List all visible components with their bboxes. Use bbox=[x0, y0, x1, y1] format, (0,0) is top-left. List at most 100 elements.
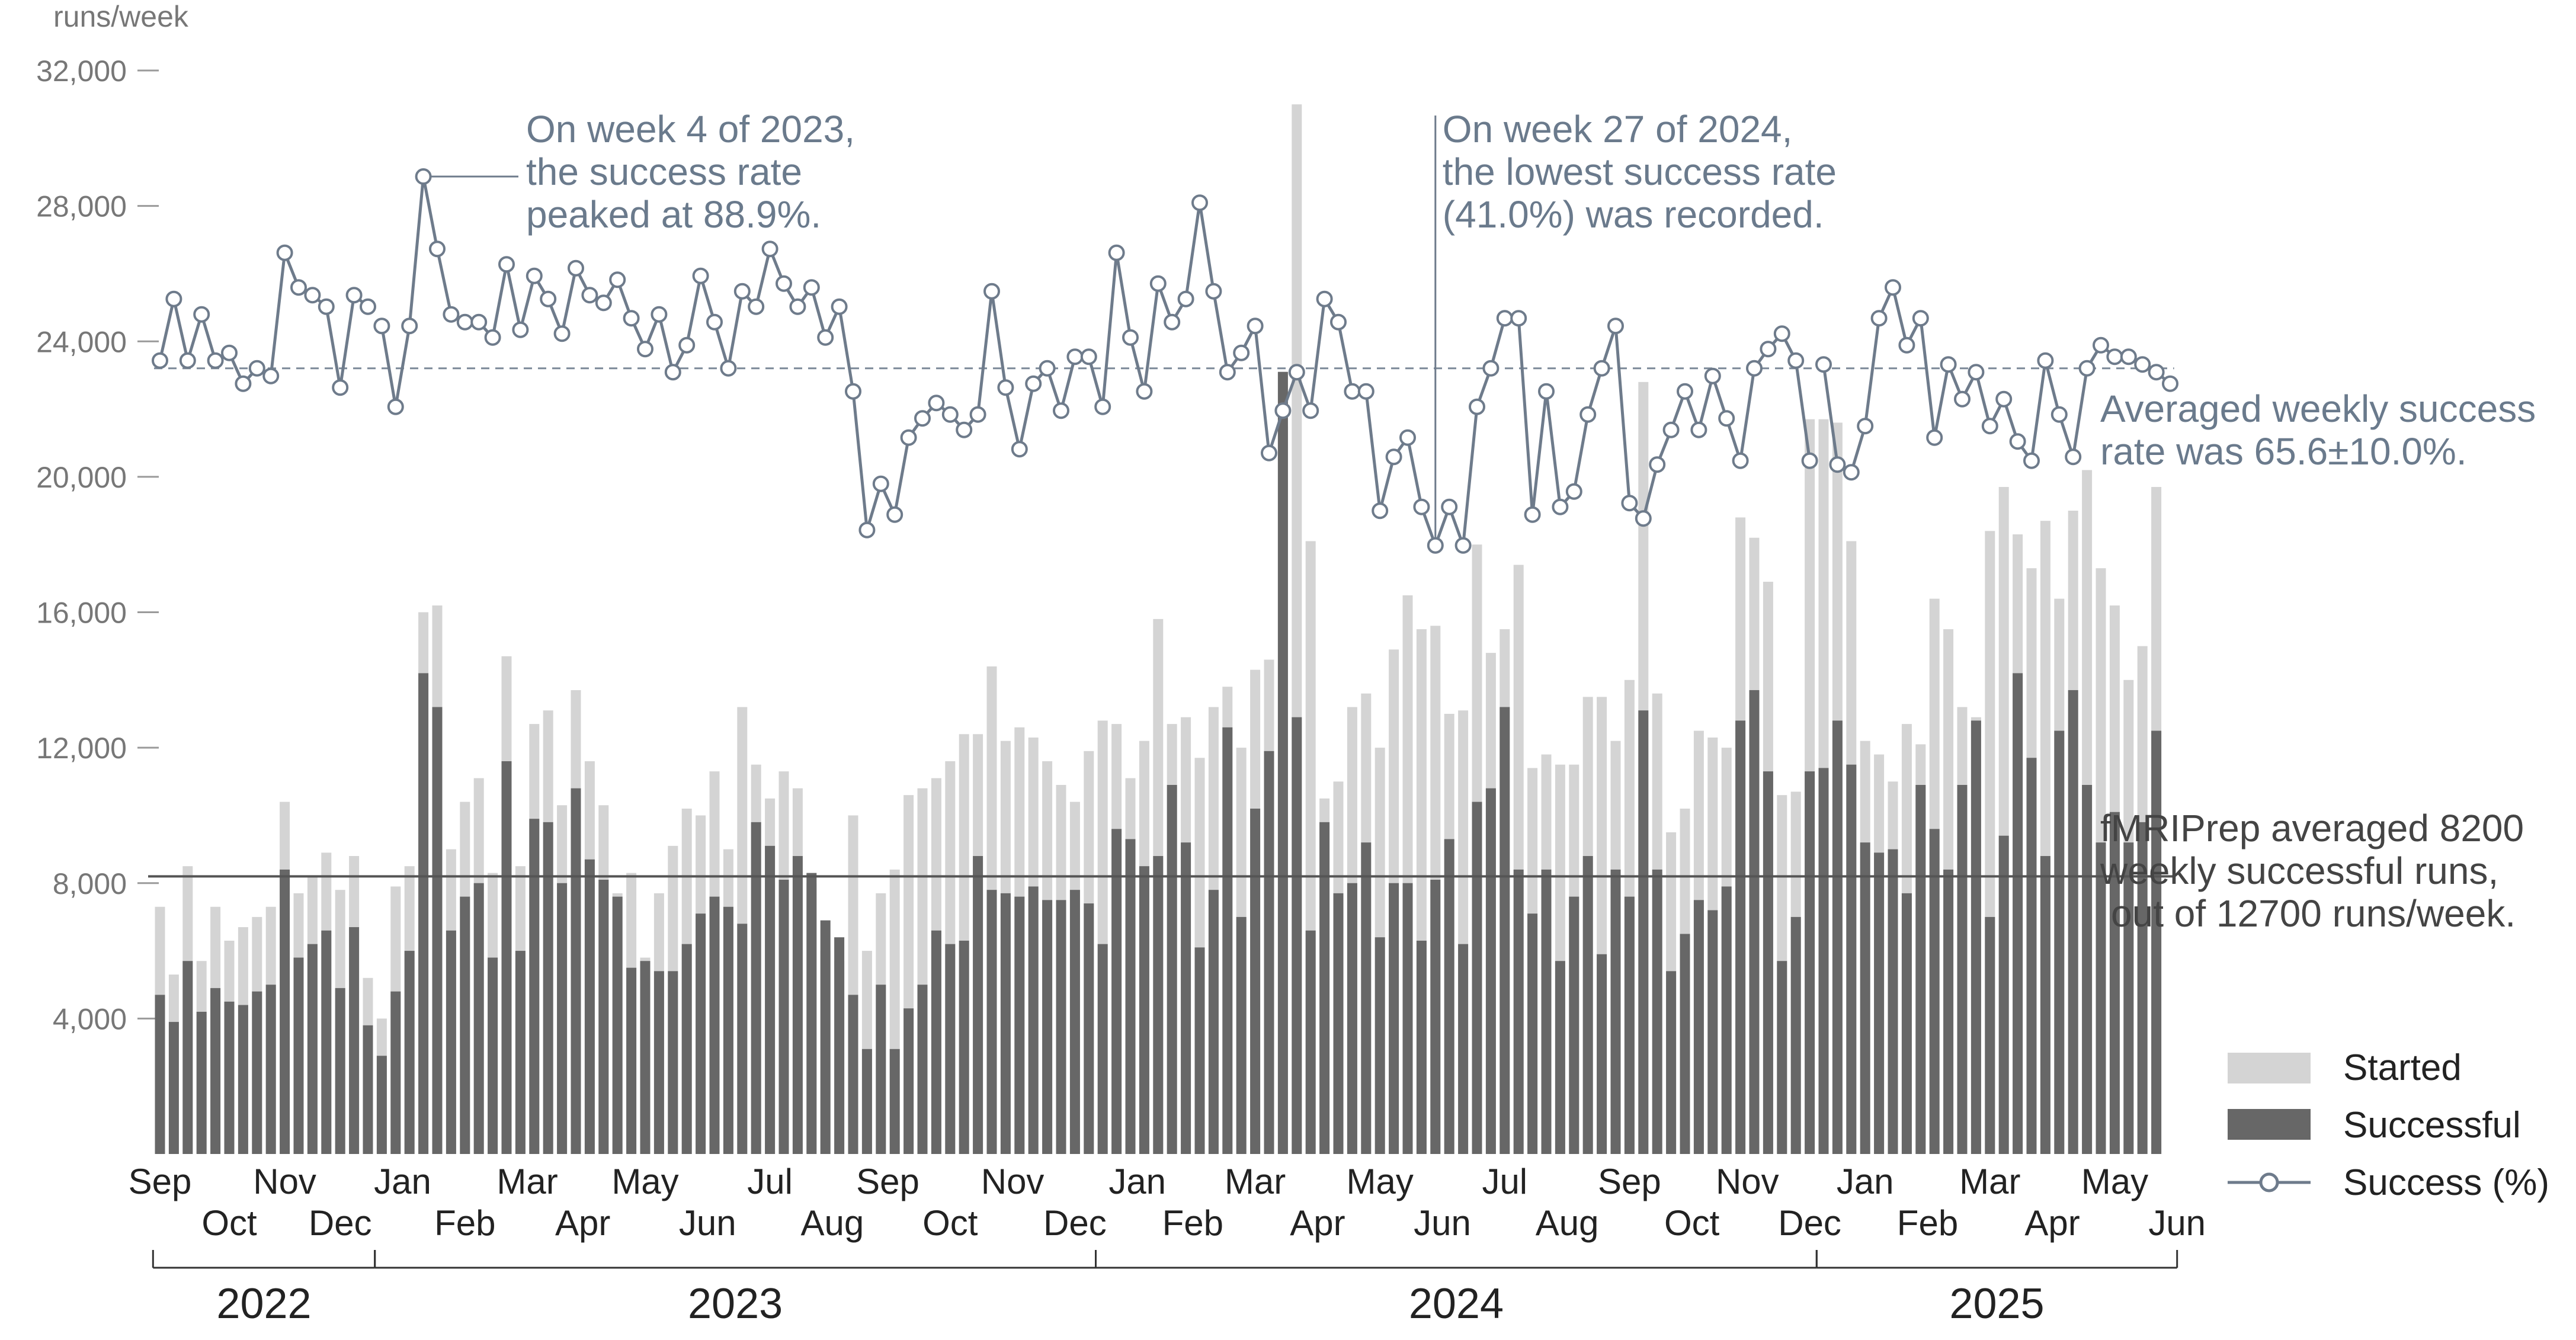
month-label: Jan bbox=[374, 1162, 431, 1201]
y-tick-label: 24,000 bbox=[36, 325, 127, 358]
bar-successful bbox=[252, 991, 262, 1154]
month-label: Oct bbox=[1664, 1203, 1720, 1243]
success-rate-point bbox=[1732, 452, 1749, 469]
success-rate-point bbox=[553, 325, 571, 342]
bar-successful bbox=[1860, 842, 1870, 1154]
bar-successful bbox=[668, 971, 678, 1154]
success-rate-point bbox=[1496, 310, 1513, 327]
success-rate-point bbox=[1274, 402, 1292, 419]
success-rate-point bbox=[1746, 360, 1763, 377]
success-rate-point bbox=[2148, 364, 2165, 381]
bar-successful bbox=[418, 673, 429, 1154]
bar-successful bbox=[2013, 673, 2023, 1154]
success-rate-point bbox=[1940, 356, 1957, 373]
success-rate-point bbox=[609, 271, 626, 288]
success-rate-point bbox=[858, 521, 876, 538]
bar-successful bbox=[1028, 886, 1039, 1154]
success-rate-point bbox=[498, 256, 515, 273]
success-rate-point bbox=[637, 341, 653, 358]
bar-successful bbox=[168, 1022, 179, 1154]
bar-successful bbox=[543, 822, 553, 1154]
bar-successful bbox=[1901, 893, 1912, 1154]
month-label: Jul bbox=[1482, 1162, 1527, 1201]
peak-annotation-text: peaked at 88.9%. bbox=[526, 193, 821, 236]
month-label: Dec bbox=[1043, 1203, 1107, 1243]
bar-successful bbox=[903, 1008, 914, 1154]
bar-successful bbox=[1277, 371, 1288, 1154]
bar-successful bbox=[1069, 890, 1080, 1154]
success-rate-line-segment bbox=[1087, 201, 1812, 547]
bar-successful bbox=[1167, 784, 1177, 1154]
success-rate-point bbox=[1954, 390, 1971, 408]
month-label: Nov bbox=[1716, 1162, 1779, 1201]
bar-successful bbox=[2151, 730, 2162, 1154]
success-rate-point bbox=[2050, 406, 2068, 423]
success-rate-point bbox=[152, 352, 168, 369]
bar-successful bbox=[529, 819, 540, 1154]
success-rate-point bbox=[1662, 421, 1680, 438]
success-rate-point bbox=[248, 360, 265, 377]
success-rate-point bbox=[1080, 348, 1097, 366]
success-rate-point bbox=[1677, 383, 1693, 400]
success-rate-point bbox=[1579, 406, 1597, 423]
success-rate-point bbox=[761, 241, 778, 258]
success-rate-point bbox=[1565, 483, 1582, 500]
month-label: Apr bbox=[555, 1203, 610, 1243]
bar-successful bbox=[584, 859, 595, 1154]
month-label: May bbox=[611, 1162, 678, 1201]
success-rate-point bbox=[733, 283, 751, 300]
y-axis-unit-label: runs/week bbox=[53, 0, 189, 33]
success-rate-point bbox=[1094, 398, 1111, 415]
bar-successful bbox=[1042, 900, 1053, 1154]
bar-successful bbox=[1125, 839, 1136, 1154]
success-rate-point bbox=[969, 406, 986, 423]
bar-successful bbox=[1610, 869, 1621, 1154]
success-rate-point bbox=[373, 318, 390, 335]
bar-successful bbox=[973, 856, 983, 1154]
success-rate-point bbox=[470, 313, 488, 331]
success-rate-point bbox=[387, 398, 404, 415]
y-tick-label: 8,000 bbox=[53, 867, 127, 900]
bar-successful bbox=[196, 1011, 207, 1154]
bar-successful bbox=[1181, 842, 1191, 1154]
success-rate-point bbox=[1357, 383, 1374, 400]
bar-successful bbox=[1208, 890, 1219, 1154]
y-tick-label: 28,000 bbox=[36, 190, 127, 223]
y-tick-label: 4,000 bbox=[53, 1002, 127, 1036]
bar-successful bbox=[238, 1005, 248, 1154]
legend-swatch-successful bbox=[2228, 1109, 2311, 1140]
success-rate-point bbox=[540, 290, 557, 307]
bar-successful bbox=[335, 988, 345, 1154]
bar-successful bbox=[1056, 900, 1066, 1154]
success-rate-point bbox=[1898, 336, 1915, 354]
bar-successful bbox=[2026, 758, 2037, 1154]
bar-successful bbox=[696, 913, 706, 1154]
success-rate-point bbox=[1829, 456, 1846, 473]
month-label: Jul bbox=[747, 1162, 793, 1201]
success-rate-point bbox=[595, 294, 612, 312]
month-label: Oct bbox=[201, 1203, 257, 1243]
success-rate-point bbox=[1704, 367, 1721, 384]
bar-successful bbox=[155, 995, 165, 1154]
success-rate-point bbox=[581, 287, 598, 304]
bar-successful bbox=[404, 951, 415, 1154]
bar-successful bbox=[376, 1056, 387, 1154]
month-label: Sep bbox=[856, 1162, 919, 1201]
success-rate-point bbox=[1843, 464, 1860, 481]
success-rate-point bbox=[1968, 364, 1985, 381]
success-rate-point bbox=[1538, 383, 1555, 400]
month-label: Nov bbox=[253, 1162, 316, 1201]
bar-successful bbox=[210, 988, 221, 1154]
bar-successful bbox=[1389, 883, 1399, 1154]
bar-successful bbox=[723, 906, 733, 1154]
month-label: Jun bbox=[679, 1203, 736, 1243]
bar-successful bbox=[1707, 910, 1718, 1154]
success-rate-point bbox=[235, 375, 252, 392]
success-rate-point bbox=[1108, 244, 1125, 261]
success-rate-point bbox=[415, 168, 432, 185]
y-tick-label: 32,000 bbox=[36, 55, 127, 88]
bar-successful bbox=[1194, 947, 1205, 1154]
success-rate-point bbox=[1787, 352, 1805, 369]
bar-successful bbox=[390, 991, 401, 1154]
bar-successful bbox=[931, 930, 941, 1154]
